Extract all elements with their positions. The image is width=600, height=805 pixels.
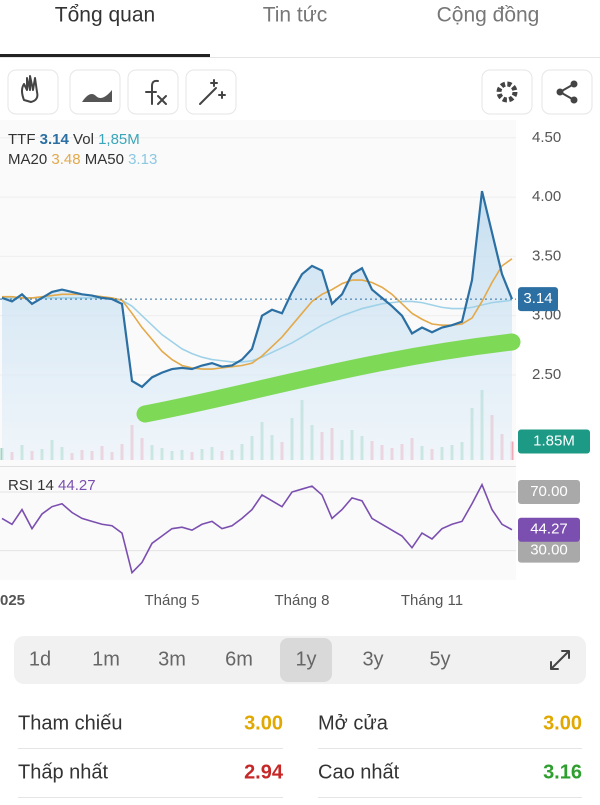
stat-value: 2.94 xyxy=(244,761,284,783)
y-tick-label: 3.50 xyxy=(532,247,561,264)
divider xyxy=(18,797,283,798)
draw-button[interactable] xyxy=(7,69,59,115)
legend-vol: 1,85M xyxy=(98,131,140,148)
divider xyxy=(18,748,283,749)
volume-tag-label: 1.85M xyxy=(533,432,575,449)
range-button[interactable]: 5y xyxy=(429,648,450,670)
tab[interactable]: Cộng đồng xyxy=(437,4,540,27)
legend-ma20: 3.48 xyxy=(51,151,80,168)
price-tag-label: 3.14 xyxy=(523,290,552,307)
divider xyxy=(318,748,582,749)
y-tick-label: 2.50 xyxy=(532,366,561,383)
share-dot xyxy=(570,96,578,104)
x-tick-label: 025 xyxy=(0,592,25,609)
volume-tag xyxy=(518,429,590,454)
range-button[interactable]: 1y xyxy=(295,648,316,670)
rsi-tick-box xyxy=(518,538,580,563)
ma-legend: MA20 3.48 MA50 3.13 xyxy=(8,151,157,168)
x-tick-label: Tháng 5 xyxy=(144,592,199,609)
legend-ma50-label: MA50 xyxy=(85,151,124,168)
range-button[interactable]: 1m xyxy=(92,648,120,670)
fx-icon xyxy=(145,79,167,105)
rsi-tag-label: 44.27 xyxy=(530,521,568,538)
tab-indicator xyxy=(0,54,210,57)
share-dot xyxy=(570,80,578,88)
rsi-line xyxy=(1,482,513,575)
stat-value: 3.00 xyxy=(543,712,582,734)
range-button[interactable]: 3m xyxy=(158,648,186,670)
tab-bar: Tổng quan Tin tức Cộng đồng xyxy=(0,4,600,58)
x-tick-label: Tháng 11 xyxy=(401,592,463,609)
range-button[interactable]: 3y xyxy=(362,648,383,670)
chart-type-button[interactable] xyxy=(69,69,121,115)
rsi-tag xyxy=(518,517,580,542)
range-active xyxy=(280,638,332,682)
rsi-band xyxy=(0,466,516,467)
magic-icon xyxy=(199,79,226,105)
share-button[interactable] xyxy=(541,69,593,115)
legend-ma20-label: MA20 xyxy=(8,151,47,168)
price-area xyxy=(2,191,512,460)
x-tick-label: Tháng 8 xyxy=(274,592,329,609)
range-button[interactable]: 1d xyxy=(29,648,51,670)
range-button[interactable]: 6m xyxy=(225,648,253,670)
settings-button[interactable] xyxy=(481,69,533,115)
gear-icon xyxy=(496,81,518,103)
legend-price: 3.14 xyxy=(40,131,70,148)
y-tick-label: 4.50 xyxy=(532,129,561,146)
hand-icon xyxy=(21,75,39,103)
legend-ma50: 3.13 xyxy=(128,151,157,168)
rsi-legend: RSI 14 44.27 xyxy=(8,477,96,494)
divider xyxy=(318,797,582,798)
range-selector: 1d 1m 3m 6m 1y 3y 5y xyxy=(14,636,586,684)
toolbar xyxy=(7,69,593,115)
rsi-title: RSI 14 xyxy=(8,477,54,494)
stat-label: Thấp nhất xyxy=(18,761,109,783)
stats: Tham chiếu 3.00 Mở cửa 3.00 Thấp nhất 2.… xyxy=(18,712,582,798)
legend-symbol: TTF xyxy=(8,131,36,148)
chart-labels: 2.503.003.504.004.503.141.85M70.0030.004… xyxy=(0,129,590,609)
rsi-value: 44.27 xyxy=(58,477,96,494)
tab[interactable]: Tin tức xyxy=(263,4,328,27)
rsi-tick-box xyxy=(518,480,580,504)
price-legend: TTF 3.14 Vol 1,85M xyxy=(8,131,140,148)
stat-label: Cao nhất xyxy=(318,761,400,783)
rsi-tick-label: 30.00 xyxy=(530,542,568,559)
share-dot xyxy=(556,88,564,96)
stat-value: 3.16 xyxy=(543,761,582,783)
legend-vol-label: Vol xyxy=(73,131,94,148)
rsi-tick-label: 70.00 xyxy=(530,483,568,500)
expand-button[interactable] xyxy=(550,650,570,670)
stat-value: 3.00 xyxy=(244,712,283,734)
chart xyxy=(0,137,516,575)
highlight-stroke xyxy=(136,333,521,423)
stat-label: Mở cửa xyxy=(318,712,389,734)
stat-label: Tham chiếu xyxy=(18,712,123,734)
divider xyxy=(0,57,600,58)
series-line xyxy=(1,190,514,389)
tab[interactable]: Tổng quan xyxy=(55,4,155,27)
price-tag xyxy=(518,287,558,312)
area-icon xyxy=(82,90,112,102)
y-tick-label: 4.00 xyxy=(532,188,561,205)
